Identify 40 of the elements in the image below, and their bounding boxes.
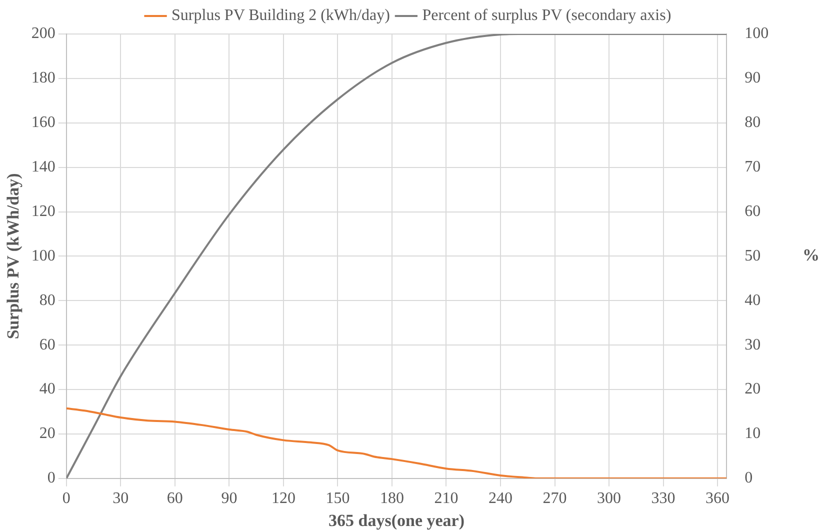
- x-tick-label: 0: [62, 490, 70, 508]
- x-tick-label: 120: [271, 490, 296, 508]
- y-tick-label: 100: [31, 247, 56, 264]
- y-tick-label: 0: [47, 470, 56, 487]
- x-tick-label: 30: [112, 490, 129, 508]
- y-tick-label: 40: [39, 380, 56, 398]
- y2-tick-label: 20: [744, 380, 761, 398]
- y-tick-label: 20: [39, 425, 56, 442]
- y2-tick-label: 100: [744, 25, 769, 42]
- x-tick-label: 360: [706, 490, 730, 508]
- x-tick-label: 90: [221, 490, 238, 508]
- y-axis-title: Surplus PV (kWh/day): [4, 173, 23, 340]
- y2-tick-label: 90: [744, 70, 761, 87]
- y2-tick-label: 80: [744, 114, 761, 132]
- x-tick-label: 150: [326, 490, 350, 508]
- legend-label: Surplus PV Building 2 (kWh/day): [172, 7, 390, 24]
- y-tick-label: 80: [39, 292, 56, 309]
- x-tick-label: 180: [380, 490, 404, 508]
- x-axis-title: 365 days(one year): [328, 511, 464, 530]
- y-tick-label: 60: [39, 336, 56, 354]
- y2-tick-label: 70: [744, 158, 761, 176]
- x-tick-label: 270: [542, 490, 567, 508]
- y-tick-label: 200: [31, 25, 56, 42]
- y2-tick-label: 50: [744, 247, 761, 264]
- y-tick-label: 180: [31, 70, 56, 87]
- legend-label: Percent of surplus PV (secondary axis): [422, 7, 672, 24]
- y2-tick-label: 40: [744, 292, 761, 309]
- x-tick-label: 210: [434, 490, 458, 508]
- x-tick-label: 60: [166, 490, 183, 508]
- y-tick-label: 120: [31, 202, 56, 220]
- y2-tick-label: 60: [744, 202, 761, 220]
- y2-tick-label: 30: [744, 336, 761, 354]
- x-tick-label: 240: [488, 490, 513, 508]
- y2-tick-label: 0: [744, 470, 753, 487]
- y-tick-label: 160: [31, 114, 56, 132]
- y2-tick-label: 10: [744, 425, 761, 442]
- x-tick-label: 300: [597, 490, 622, 508]
- y2-axis-title: %: [802, 246, 820, 265]
- x-tick-label: 330: [651, 490, 676, 508]
- y-tick-label: 140: [31, 158, 56, 176]
